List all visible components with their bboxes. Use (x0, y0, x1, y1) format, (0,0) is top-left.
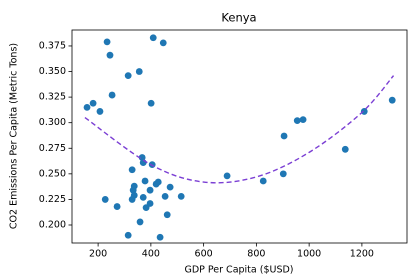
point (159, 39, 167, 47)
y-tick-label: 0.200 (39, 219, 66, 230)
point (96, 108, 104, 115)
plot-frame (71, 29, 408, 244)
y-tick-label: 0.300 (39, 117, 66, 128)
x-tick-label: 1000 (297, 249, 321, 260)
x-tick-label: 200 (89, 249, 107, 260)
point (223, 172, 231, 180)
point (166, 183, 174, 191)
point (83, 103, 91, 111)
point (129, 186, 137, 194)
point (138, 154, 146, 161)
point (280, 132, 288, 140)
x-axis-label: GDP Per Capita ($USD) (184, 265, 293, 276)
point (108, 91, 116, 99)
x-tick-label: 400 (142, 249, 160, 260)
point (279, 170, 287, 178)
point (113, 203, 121, 210)
point (163, 211, 171, 219)
y-tick-label: 0.250 (39, 168, 66, 179)
y-tick-label: 0.350 (39, 66, 66, 77)
x-tick-label: 1200 (350, 249, 374, 260)
point (388, 96, 396, 104)
point (259, 177, 267, 185)
y-tick-label: 0.275 (39, 143, 66, 154)
point (139, 193, 147, 201)
point (128, 196, 136, 203)
point (152, 180, 160, 188)
chart-title: Kenya (221, 11, 256, 25)
y-tick-label: 0.375 (39, 40, 66, 51)
point (124, 231, 132, 239)
point (136, 218, 144, 226)
point (128, 166, 136, 174)
y-tick-label: 0.225 (39, 194, 66, 205)
x-tick-label: 800 (247, 249, 265, 260)
y-axis-label: CO2 Emissions Per Capita (Metric Tons) (9, 43, 20, 229)
fit-curve (84, 75, 395, 184)
point (101, 196, 109, 203)
point (156, 233, 164, 241)
point (146, 186, 154, 194)
point (147, 99, 155, 107)
point (135, 68, 143, 75)
point (141, 177, 149, 185)
point (146, 200, 154, 207)
point (161, 192, 169, 200)
point (103, 38, 111, 46)
point (177, 192, 185, 200)
point (299, 116, 307, 124)
point (293, 117, 301, 125)
point (106, 51, 114, 59)
point (360, 108, 368, 115)
x-tick-label: 600 (195, 249, 213, 260)
point (124, 72, 132, 80)
point (149, 34, 157, 42)
point (341, 145, 349, 153)
point (89, 99, 97, 107)
y-tick-label: 0.325 (39, 92, 66, 103)
